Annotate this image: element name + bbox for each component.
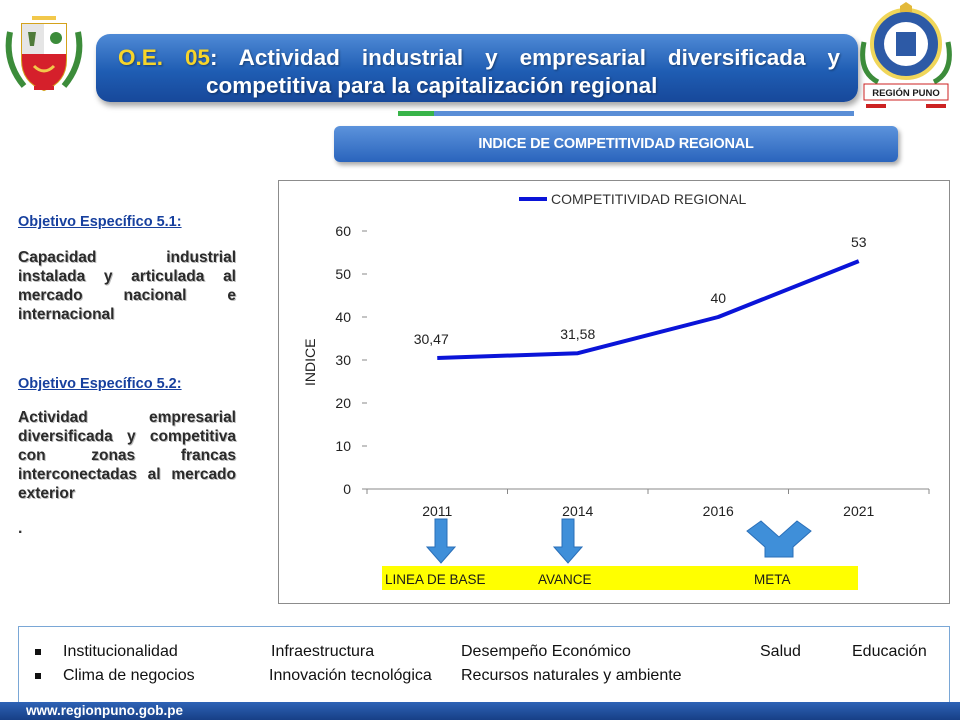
chart-frame: [278, 180, 950, 604]
objective-5-2-dot: .: [18, 520, 23, 537]
logo-label: REGIÓN PUNO: [872, 87, 940, 99]
legend-label: COMPETITIVIDAD REGIONAL: [551, 191, 746, 207]
page-title: O.E. 05: Actividad industrial y empresar…: [118, 44, 840, 100]
factor-item: Innovación tecnológica: [269, 667, 432, 684]
annotation-band: [382, 566, 858, 590]
x-tick-label: 2016: [703, 503, 734, 519]
title-banner: [96, 34, 858, 102]
data-label: 40: [710, 290, 726, 306]
x-axis-ticks: 2011 2014 2016 2021: [366, 489, 930, 519]
y-axis-ticks: 0 10 20 30 40 50 60: [335, 223, 367, 497]
factor-item: Educación: [852, 643, 927, 660]
peru-coat-of-arms-logo: [5, 16, 83, 92]
objective-5-2-text: Actividad empresarial diversificada y co…: [18, 409, 236, 502]
factor-item: Recursos naturales y ambiente: [461, 667, 682, 684]
green-accent-stripe: [398, 111, 434, 116]
chart-legend: COMPETITIVIDAD REGIONAL: [519, 191, 746, 207]
blue-accent-stripe: [434, 111, 854, 116]
annotation-goal: META: [754, 572, 791, 587]
factor-item: Infraestructura: [271, 643, 375, 660]
data-label: 53: [851, 234, 867, 250]
y-tick-label: 10: [335, 438, 351, 454]
objective-5-1-title: Objetivo Específico 5.1:: [18, 214, 182, 230]
annotation-arrows: [425, 518, 812, 564]
objective-5-1-text: Capacidad industrial instalada y articul…: [18, 249, 236, 323]
arrow-down-icon: [425, 518, 457, 564]
y-tick-label: 20: [335, 395, 351, 411]
x-tick-label: 2011: [422, 503, 452, 519]
factor-item: Desempeño Económico: [461, 643, 631, 660]
data-label: 31,58: [560, 326, 595, 342]
x-tick-label: 2021: [843, 503, 874, 519]
title-code: O.E. 05: [118, 45, 211, 70]
bullet-icon: [35, 673, 41, 679]
factor-item: Clima de negocios: [63, 667, 195, 684]
factor-item: Institucionalidad: [63, 643, 178, 660]
title-text-line1: : Actividad industrial y empresarial div…: [210, 45, 840, 70]
competitiveness-line-chart: COMPETITIVIDAD REGIONAL INDICE 0 10 20 30 40…: [302, 191, 930, 590]
chevron-down-icon: [746, 520, 812, 558]
factors-panel: Institucionalidad Infraestructura Desemp…: [18, 626, 950, 704]
objective-5-2-title: Objetivo Específico 5.2:: [18, 376, 182, 392]
region-puno-logo: REGIÓN PUNO: [860, 2, 952, 108]
series-line-competitividad: [437, 259, 860, 360]
annotation-base: LINEA DE BASE: [385, 572, 486, 587]
x-tick-label: 2014: [562, 503, 593, 519]
y-axis-label: INDICE: [302, 339, 318, 386]
footer-bar: [0, 702, 960, 720]
data-labels: 30,47 31,58 40 53: [414, 234, 867, 347]
y-tick-label: 50: [335, 266, 351, 282]
factor-item: Salud: [760, 643, 801, 660]
chart-heading: INDICE DE COMPETITIVIDAD REGIONAL: [478, 136, 754, 152]
data-label: 30,47: [414, 331, 449, 347]
title-text-line2: competitiva para la capitalización regio…: [206, 73, 658, 98]
arrow-down-icon: [552, 518, 584, 564]
bullet-icon: [35, 649, 41, 655]
y-tick-label: 60: [335, 223, 351, 239]
footer-url-link[interactable]: www.regionpuno.gob.pe: [26, 703, 183, 718]
y-tick-label: 30: [335, 352, 351, 368]
annotation-progress: AVANCE: [538, 572, 592, 587]
subtitle-banner: [334, 126, 898, 162]
y-tick-label: 0: [343, 481, 351, 497]
y-tick-label: 40: [335, 309, 351, 325]
